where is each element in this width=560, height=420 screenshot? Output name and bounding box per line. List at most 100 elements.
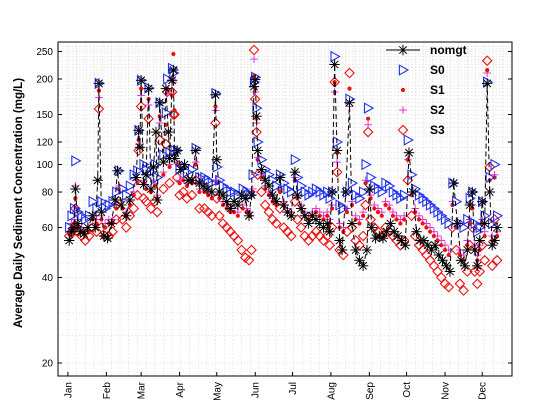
data-point-nomgt [124,194,136,206]
data-point-S3 [154,134,166,146]
data-point-S0 [363,102,375,114]
y-tick-label: 100 [36,160,53,171]
x-tick-label: Aug [326,382,337,400]
data-point-nomgt [143,83,154,94]
data-point-S3 [70,203,81,214]
data-point-nomgt [72,218,83,229]
data-point-S0 [399,189,411,201]
data-point-S3 [365,214,376,225]
data-point-nomgt [256,164,267,175]
data-point-nomgt [464,199,475,211]
legend-item-nomgt: nomgt [386,43,467,57]
data-point-S0 [195,171,206,184]
data-series [63,44,504,296]
data-point-S3 [174,189,185,201]
data-point-S3 [443,281,455,293]
data-point-S1 [259,175,264,180]
data-point-S1 [485,68,490,73]
data-point-S3 [458,285,469,296]
data-point-nomgt [479,218,490,229]
data-point-S1 [372,206,377,211]
data-point-nomgt [145,183,157,195]
data-point-S1 [379,213,384,218]
data-point-nomgt [109,194,121,206]
data-point-S1 [435,238,440,243]
data-point-S0 [335,199,346,211]
data-point-S0 [92,202,103,215]
data-point-S3 [79,235,91,246]
data-point-S3 [362,126,374,138]
data-point-S1 [330,206,335,211]
data-point-S0 [257,153,268,166]
data-point-S0 [429,202,441,215]
data-point-nomgt [90,222,101,233]
data-point-nomgt [403,147,415,158]
data-point-S0 [339,202,350,215]
data-point-nomgt [169,153,180,164]
legend-marker-S3 [397,124,409,136]
series-nomgt [64,59,503,277]
y-tick-label: 150 [36,110,53,121]
data-point-nomgt [134,142,146,153]
data-point-S0 [139,158,150,171]
data-point-S2 [364,121,372,129]
data-point-S3 [295,222,307,233]
data-point-S3 [474,266,486,277]
data-point-nomgt [366,222,377,233]
legend-marker-S1 [400,87,406,93]
data-point-S3 [292,214,303,225]
data-point-S0 [112,186,123,198]
data-point-S3 [321,230,333,242]
data-point-nomgt [210,89,221,100]
data-point-S0 [253,136,264,148]
data-point-nomgt [154,97,165,108]
data-point-S0 [238,183,249,195]
data-point-S0 [77,210,88,222]
data-point-nomgt [87,210,98,221]
data-point-S0 [403,134,414,146]
data-point-nomgt [444,266,456,277]
data-point-nomgt [459,260,471,271]
data-point-nomgt [190,145,201,156]
data-point-S0 [418,192,429,205]
data-point-S3 [324,239,336,251]
data-point-S3 [143,113,154,125]
data-point-S1 [402,217,407,222]
data-point-S3 [236,244,247,256]
data-point-S0 [125,180,137,192]
data-point-nomgt [152,194,163,206]
data-point-S3 [120,222,132,233]
data-point-S3 [181,193,193,204]
data-point-S3 [135,101,147,112]
data-point-S0 [433,206,444,218]
data-point-nomgt [361,244,373,256]
data-point-S1 [152,183,157,189]
data-point-nomgt [175,164,186,175]
data-point-nomgt [112,165,123,176]
data-point-S0 [133,165,144,177]
data-point-nomgt [158,156,169,168]
x-tick-label: Oct [402,382,413,398]
data-point-nomgt [336,244,348,256]
data-point-S0 [440,213,452,226]
x-tick-label: May [212,382,223,401]
legend-marker-S2 [399,106,407,114]
data-point-S0 [361,158,372,171]
data-point-S0 [437,210,448,222]
data-point-S0 [252,102,263,114]
data-point-nomgt [357,260,369,271]
data-point-nomgt [92,175,103,186]
data-point-S1 [114,206,119,211]
data-point-nomgt [240,193,251,204]
data-point-S1 [131,193,136,198]
data-point-S3 [93,103,105,115]
data-point-S1 [375,210,381,215]
legend-label: S3 [430,123,445,137]
data-point-nomgt [472,260,483,271]
data-point-S1 [413,210,418,215]
x-tick-label: Jun [251,382,262,398]
data-point-S1 [161,172,166,177]
data-point-S3 [461,266,473,277]
data-point-S3 [151,206,163,218]
data-point-S1 [172,108,177,113]
